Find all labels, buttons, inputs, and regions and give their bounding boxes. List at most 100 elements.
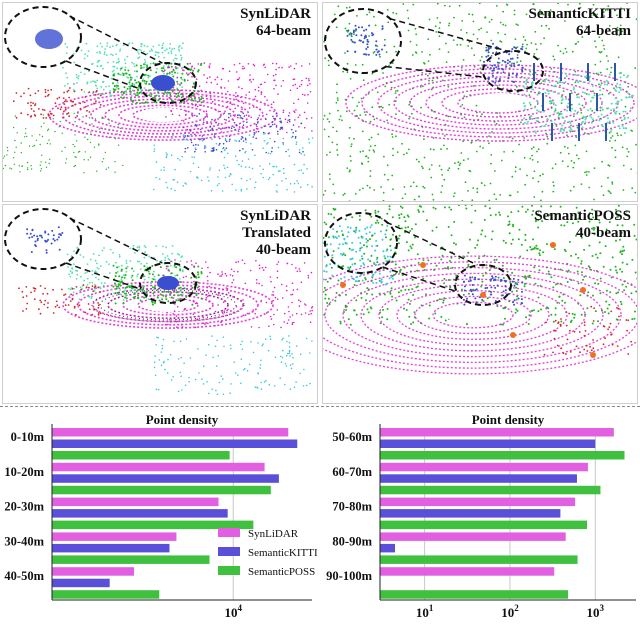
pole-points [614, 63, 616, 81]
sensor-origin [142, 298, 194, 312]
panel-label-line: SemanticKITTI [528, 6, 631, 22]
scan-ring [107, 291, 229, 319]
legend-label: SynLiDAR [248, 528, 299, 540]
panel-label: SynLiDAR 64-beam [240, 6, 311, 40]
point-cluster [543, 305, 632, 356]
scan-ring [409, 80, 587, 126]
panel-synlidar-64: SynLiDAR 64-beam [2, 2, 318, 202]
point-cluster [26, 226, 64, 254]
person-points [340, 282, 346, 288]
panel-label-line: Translated [242, 225, 311, 241]
scan-ring [137, 297, 199, 313]
zoom-line [65, 262, 141, 290]
zoom-callout [4, 6, 82, 68]
car-points [151, 75, 175, 91]
scan-ring [118, 104, 208, 126]
density-chart-2: Point density 50-60m 60-70m 70-80m 80-90m 90-… [326, 412, 636, 620]
x-tick-label: 103 [587, 603, 605, 620]
panel-label: SemanticPOSS 40-beam [534, 208, 631, 242]
category-label: 90-100m [326, 569, 372, 583]
panel-semanticposs-40: SemanticPOSS 40-beam [322, 204, 638, 404]
scan-ring [132, 107, 194, 123]
bar-semantickitti [380, 543, 396, 553]
category-label: 30-40m [4, 534, 44, 548]
category-label: 40-50m [4, 569, 44, 583]
scan-ring [99, 289, 237, 321]
bar-semantickitti [52, 578, 110, 588]
point-cloud-synlidar-translated-40 [4, 208, 314, 396]
legend-label: SemanticKITTI [248, 547, 318, 559]
bar-semanticposs [52, 485, 271, 495]
point-cluster [62, 42, 184, 99]
x-tick-label: 104 [224, 603, 242, 620]
scan-ring [414, 295, 532, 335]
panel-semantickitti-64: SemanticKITTI 64-beam [322, 2, 638, 202]
zoom-line [65, 60, 141, 90]
scan-ring [122, 294, 214, 316]
category-label: 0-10m [11, 430, 45, 444]
zoom-source [454, 264, 512, 306]
scan-ring [324, 266, 622, 364]
point-cluster [3, 112, 124, 174]
chart-title: Point density [146, 412, 219, 427]
bar-semanticposs [380, 451, 625, 460]
zoom-source [139, 262, 197, 304]
legend-swatch [218, 528, 240, 537]
section-divider [0, 406, 640, 407]
point-cluster [462, 274, 524, 306]
bar-semantickitti [380, 474, 577, 483]
scan-ring [104, 101, 222, 129]
point-cloud-semanticposs-40 [323, 205, 637, 375]
panel-label-line: 40-beam [256, 242, 311, 258]
sensor-origin [137, 108, 189, 122]
bar-semanticposs [52, 590, 160, 599]
point-cluster [163, 259, 314, 329]
person-points [480, 292, 486, 298]
person-points [510, 332, 516, 338]
bar-synlidar [380, 532, 566, 541]
scan-ring [90, 98, 236, 132]
zoom-line [389, 17, 508, 52]
scan-ring [76, 95, 250, 135]
bar-semanticposs [52, 520, 254, 530]
person-points [420, 262, 426, 268]
density-chart-1: Point density 0-10m 10-20m 20-30m 30-40m 40-5… [4, 412, 318, 620]
point-cluster [346, 24, 386, 56]
scan-ring [396, 290, 550, 340]
zoom-callout [324, 8, 402, 74]
legend-swatch [218, 566, 240, 575]
point-cluster [483, 42, 524, 84]
category-label: 20-30m [4, 500, 44, 514]
sensor-origin [475, 93, 527, 109]
zoom-source [482, 50, 544, 92]
point-cluster [12, 87, 104, 119]
panel-label-line: SemanticPOSS [534, 208, 631, 224]
zoom-line [385, 221, 478, 266]
pole-points [578, 123, 580, 141]
scan-ring [432, 301, 514, 329]
bar-semanticposs [52, 451, 230, 460]
category-label: 10-20m [4, 465, 44, 479]
point-cluster [18, 284, 102, 316]
panel-label-line: 40-beam [576, 225, 631, 241]
zoom-line [69, 15, 163, 64]
bar-synlidar [380, 428, 614, 437]
panel-label-line: 64-beam [576, 23, 631, 39]
bar-synlidar [52, 462, 265, 472]
scan-ring [378, 284, 568, 346]
legend-label: SemanticPOSS [248, 566, 315, 578]
zoom-line [382, 266, 456, 292]
pole-points [560, 63, 562, 81]
zoom-callout [4, 208, 82, 270]
bar-semanticposs [380, 590, 569, 599]
chart-title: Point density [472, 412, 545, 427]
point-cloud-semantickitti-64 [323, 3, 637, 201]
bar-synlidar [380, 462, 588, 472]
point-cloud-synlidar-64 [3, 6, 314, 193]
x-tick-label: 102 [501, 603, 519, 620]
bar-semantickitti [52, 439, 298, 448]
bar-synlidar [52, 567, 135, 576]
pole-points [542, 93, 544, 111]
panel-label-line: 64-beam [256, 23, 311, 39]
bar-semantickitti [52, 509, 228, 518]
